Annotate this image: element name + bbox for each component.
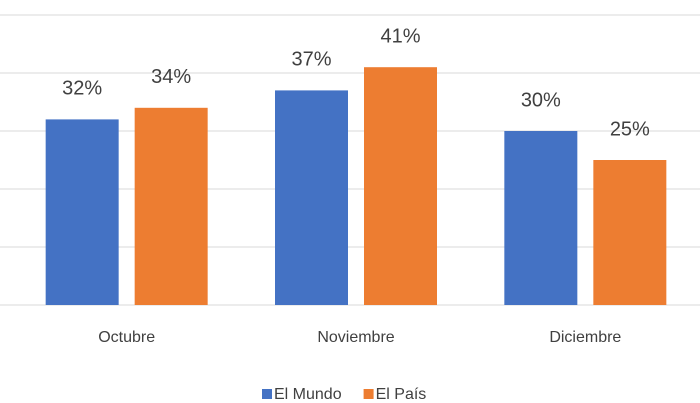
bar <box>45 119 119 306</box>
legend-swatch <box>363 389 374 399</box>
x-tick-label: Noviembre <box>317 329 394 346</box>
bar <box>134 107 208 305</box>
data-label: 32% <box>62 78 102 100</box>
data-label: 34% <box>151 66 191 88</box>
legend-swatch <box>262 389 272 399</box>
bar <box>364 67 437 305</box>
data-label: 37% <box>291 49 331 71</box>
bar <box>593 160 667 305</box>
bar <box>275 90 348 306</box>
legend-label: El Mundo <box>274 386 342 403</box>
data-label: 41% <box>380 25 420 47</box>
data-label: 25% <box>610 118 650 140</box>
data-label: 30% <box>521 89 561 111</box>
x-tick-label: Octubre <box>98 329 155 346</box>
bar <box>504 131 578 305</box>
x-tick-label: Diciembre <box>549 329 621 346</box>
legend-label: El País <box>376 386 427 403</box>
